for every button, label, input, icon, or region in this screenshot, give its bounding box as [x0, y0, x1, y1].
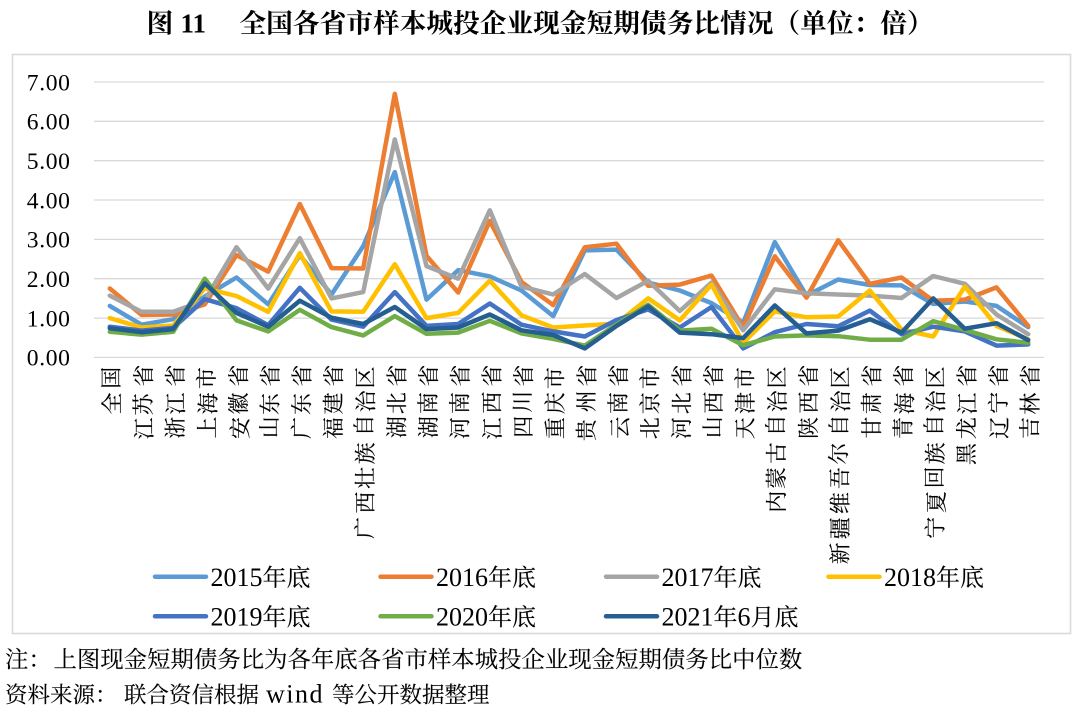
svg-text:5: 5 [250, 563, 263, 592]
svg-text:5.00: 5.00 [27, 149, 71, 175]
svg-text:7.00: 7.00 [27, 70, 71, 96]
svg-text:8: 8 [923, 563, 936, 592]
svg-text:2: 2 [662, 563, 675, 592]
svg-text:1: 1 [237, 563, 250, 592]
svg-text:1: 1 [701, 603, 714, 632]
svg-text:1: 1 [237, 603, 250, 632]
svg-text:2: 2 [436, 603, 449, 632]
svg-text:2: 2 [211, 563, 224, 592]
svg-text:9: 9 [250, 603, 263, 632]
svg-text:wind: wind [266, 680, 324, 709]
svg-text:2: 2 [436, 563, 449, 592]
svg-text:0: 0 [675, 603, 688, 632]
svg-text:1.00: 1.00 [27, 306, 71, 332]
svg-text:2: 2 [884, 563, 897, 592]
svg-text:1: 1 [910, 563, 923, 592]
svg-text:2.00: 2.00 [27, 267, 71, 293]
svg-text:2: 2 [462, 603, 475, 632]
svg-text:0: 0 [449, 563, 462, 592]
svg-text:1: 1 [462, 563, 475, 592]
svg-text:1: 1 [688, 563, 701, 592]
svg-text:0: 0 [449, 603, 462, 632]
svg-text:2: 2 [688, 603, 701, 632]
svg-text:6.00: 6.00 [27, 110, 71, 136]
svg-text:3.00: 3.00 [27, 228, 71, 254]
svg-text:0: 0 [224, 563, 237, 592]
svg-text:2: 2 [211, 603, 224, 632]
svg-text:4.00: 4.00 [27, 188, 71, 214]
svg-text:6: 6 [738, 603, 751, 632]
svg-text:11: 11 [181, 9, 207, 39]
svg-text:7: 7 [701, 563, 714, 592]
svg-text:6: 6 [475, 563, 488, 592]
svg-text:0: 0 [675, 563, 688, 592]
svg-text:2: 2 [662, 603, 675, 632]
svg-text:0: 0 [897, 563, 910, 592]
svg-text:0: 0 [475, 603, 488, 632]
svg-text:0: 0 [224, 603, 237, 632]
svg-text:0.00: 0.00 [27, 346, 71, 372]
